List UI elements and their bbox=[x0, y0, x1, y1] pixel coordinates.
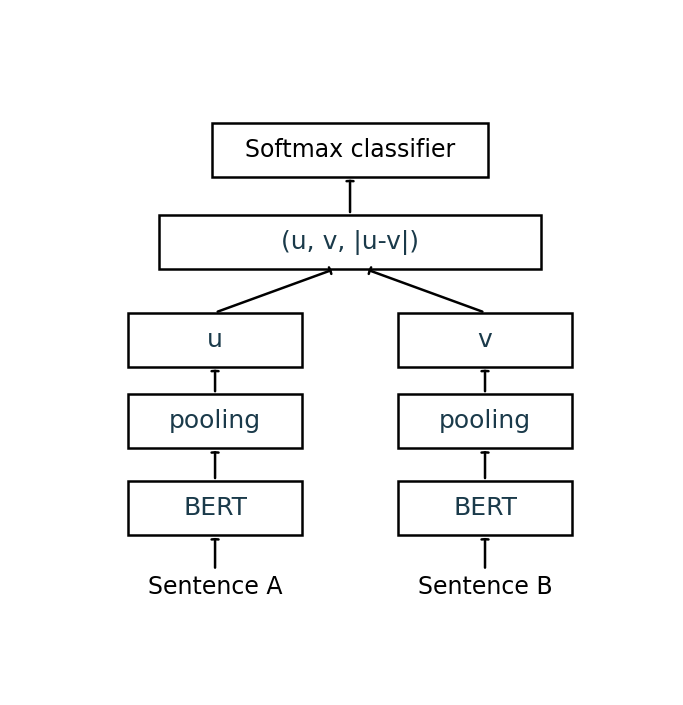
Text: BERT: BERT bbox=[183, 496, 247, 520]
Text: Softmax classifier: Softmax classifier bbox=[245, 137, 455, 161]
Text: pooling: pooling bbox=[439, 409, 531, 433]
Bar bbox=[212, 123, 488, 177]
Bar bbox=[160, 215, 541, 269]
Text: u: u bbox=[207, 328, 223, 352]
Text: v: v bbox=[477, 328, 492, 352]
Text: BERT: BERT bbox=[453, 496, 517, 520]
Bar bbox=[128, 481, 303, 535]
Text: Sentence A: Sentence A bbox=[148, 575, 282, 599]
Text: Sentence B: Sentence B bbox=[418, 575, 553, 599]
Bar bbox=[398, 394, 572, 448]
Text: pooling: pooling bbox=[169, 409, 261, 433]
Bar bbox=[398, 312, 572, 367]
Text: (u, v, |u-v|): (u, v, |u-v|) bbox=[281, 230, 419, 255]
Bar bbox=[398, 481, 572, 535]
Bar bbox=[128, 312, 303, 367]
Bar bbox=[128, 394, 303, 448]
